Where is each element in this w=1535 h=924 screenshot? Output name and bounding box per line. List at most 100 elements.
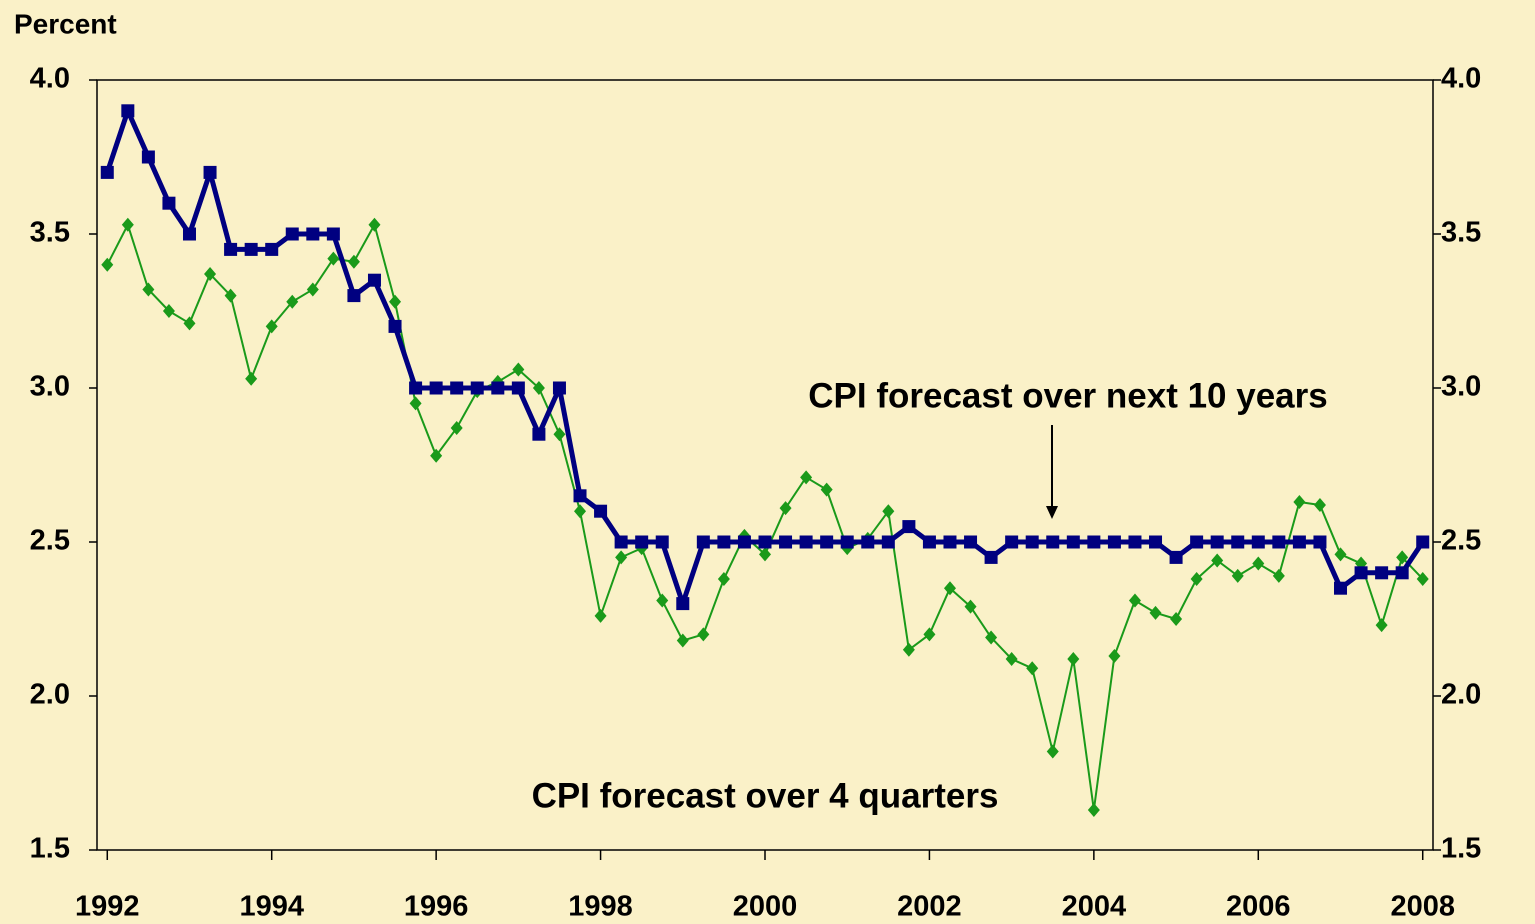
marker	[656, 593, 669, 608]
marker	[409, 381, 423, 395]
marker	[1169, 550, 1183, 564]
marker	[1046, 535, 1060, 549]
marker	[1395, 566, 1409, 580]
x-tick-label: 2002	[897, 891, 962, 923]
marker	[1334, 581, 1348, 595]
y-tick-label: 4.0	[30, 63, 70, 95]
annotation: CPI forecast over next 10 years	[808, 376, 1327, 415]
marker	[162, 196, 176, 210]
marker	[286, 294, 299, 309]
marker	[635, 535, 649, 549]
marker	[840, 535, 854, 549]
y2-tick-label: 2.5	[1441, 525, 1481, 557]
marker	[1251, 535, 1265, 549]
marker	[1149, 605, 1162, 620]
marker	[655, 535, 669, 549]
marker	[552, 381, 566, 395]
x-tick-label: 1992	[75, 891, 140, 923]
marker	[964, 535, 978, 549]
marker	[985, 630, 998, 645]
marker	[820, 482, 833, 497]
marker	[532, 427, 546, 441]
marker	[409, 396, 422, 411]
marker	[244, 242, 258, 256]
x-tick-label: 2004	[1062, 891, 1127, 923]
marker	[101, 257, 114, 272]
marker	[1067, 652, 1080, 667]
marker	[676, 633, 689, 648]
marker	[306, 227, 320, 241]
marker	[1313, 498, 1326, 513]
marker	[532, 381, 545, 395]
marker	[430, 448, 443, 463]
marker	[696, 535, 710, 549]
marker	[943, 535, 957, 549]
marker	[984, 550, 998, 564]
marker	[759, 547, 771, 562]
marker	[491, 381, 505, 395]
marker	[799, 535, 813, 549]
y2-tick-label: 1.5	[1441, 833, 1481, 865]
y-tick-label: 2.0	[30, 679, 70, 711]
x-tick-label: 2008	[1390, 891, 1455, 923]
marker	[902, 642, 915, 657]
marker	[779, 535, 793, 549]
y-tick-label: 3.5	[30, 217, 70, 249]
y2-tick-label: 3.5	[1441, 217, 1481, 249]
marker	[1375, 618, 1388, 633]
marker	[1005, 535, 1019, 549]
marker	[470, 381, 484, 395]
marker	[779, 501, 792, 516]
marker	[327, 251, 340, 266]
marker	[861, 535, 875, 549]
marker	[511, 381, 525, 395]
marker	[121, 217, 134, 232]
marker	[594, 504, 608, 518]
marker	[882, 504, 895, 519]
marker	[820, 535, 834, 549]
marker	[922, 535, 936, 549]
marker	[1026, 661, 1039, 676]
x-tick-label: 1998	[568, 891, 633, 923]
marker	[1416, 535, 1430, 549]
marker	[265, 242, 279, 256]
marker	[573, 489, 587, 503]
marker	[429, 381, 443, 395]
y2-tick-label: 4.0	[1441, 63, 1481, 95]
marker	[1375, 566, 1389, 580]
annotation: CPI forecast over 4 quarters	[532, 776, 999, 815]
marker	[1231, 535, 1245, 549]
marker	[1210, 535, 1224, 549]
marker	[758, 535, 772, 549]
marker	[717, 571, 730, 586]
marker	[1108, 648, 1121, 663]
marker	[1066, 535, 1080, 549]
marker	[1087, 535, 1101, 549]
marker	[902, 520, 916, 534]
marker	[553, 427, 566, 442]
marker	[162, 304, 175, 318]
y-tick-label: 1.5	[30, 833, 70, 865]
y2-tick-label: 3.0	[1441, 371, 1481, 403]
marker	[737, 535, 751, 549]
marker	[347, 254, 360, 269]
marker	[1005, 652, 1018, 667]
marker	[1190, 571, 1203, 586]
marker	[1272, 568, 1285, 583]
x-tick-label: 1996	[404, 891, 469, 923]
x-tick-label: 2006	[1226, 891, 1291, 923]
marker	[224, 242, 238, 256]
marker	[368, 217, 381, 232]
marker	[204, 267, 217, 282]
marker	[306, 282, 319, 297]
marker	[347, 289, 361, 303]
marker	[1211, 553, 1224, 568]
marker	[182, 227, 196, 241]
marker	[367, 273, 381, 287]
marker	[141, 150, 155, 164]
marker	[224, 288, 237, 303]
marker	[388, 319, 402, 333]
marker	[923, 627, 936, 642]
